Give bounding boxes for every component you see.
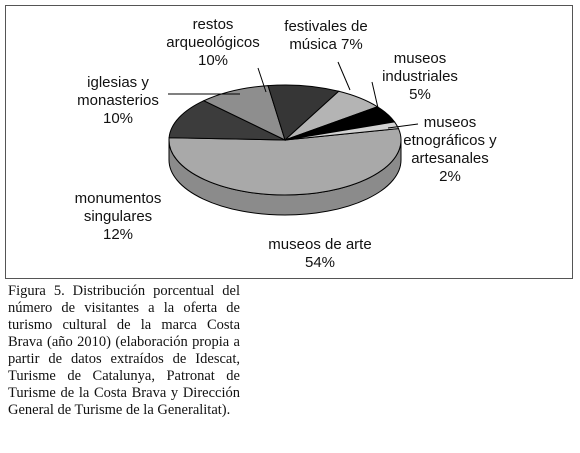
category-label: monumentos singulares <box>74 190 162 225</box>
slice-label: museos etnográficos y artesanales 2% <box>390 114 510 186</box>
category-label: festivales de música <box>284 18 368 53</box>
value-label: 54% <box>304 254 336 271</box>
pie-slice <box>267 84 340 141</box>
pie-slice <box>202 85 286 141</box>
pie-slice <box>168 100 286 141</box>
category-label: museos de arte <box>268 236 372 253</box>
value-label: 5% <box>409 86 431 103</box>
value-label: 10% <box>197 52 229 69</box>
pie-slice <box>168 128 402 196</box>
leader-line <box>337 61 351 91</box>
leader-line <box>257 67 267 93</box>
value-label: 12% <box>102 226 134 243</box>
leader-line <box>387 123 419 129</box>
slice-label: museos de arte 54% <box>220 236 420 272</box>
value-label: 10% <box>102 110 134 127</box>
pie-slice <box>284 121 400 141</box>
leader-lines <box>168 61 419 129</box>
chart <box>168 61 419 216</box>
category-label: museos industriales <box>382 50 458 85</box>
value-label: 7% <box>341 36 363 53</box>
category-label: restos arqueológicos <box>166 16 260 51</box>
slice-label: restos arqueológicos 10% <box>158 16 268 70</box>
category-label: museos etnográficos y artesanales <box>403 114 497 167</box>
category-label: iglesias y monasterios <box>77 74 159 109</box>
slice-label: museos industriales 5% <box>370 50 470 104</box>
caption: Figura 5. Distribución porcentual del nú… <box>8 283 240 418</box>
leader-line <box>371 81 379 109</box>
value-label: 2% <box>439 168 461 185</box>
slice-label: iglesias y monasterios 10% <box>63 74 173 128</box>
slice-label: festivales de música 7% <box>270 18 382 54</box>
chart-frame <box>5 5 573 279</box>
slice-label: monumentos singulares 12% <box>62 190 174 244</box>
